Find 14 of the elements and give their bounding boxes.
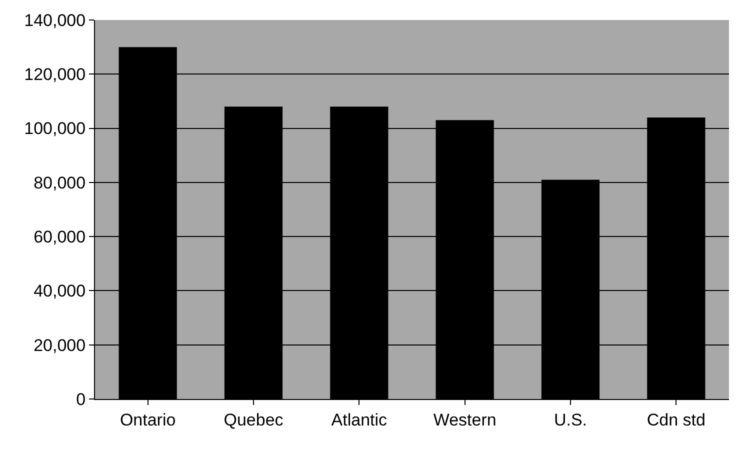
y-tick-label: 40,000: [34, 282, 86, 301]
y-tick-label: 0: [76, 390, 86, 409]
x-tick-label: Western: [433, 410, 496, 430]
y-tick-label: 20,000: [34, 336, 86, 355]
y-tick-label: 60,000: [34, 228, 86, 247]
x-tick-label: Atlantic: [331, 410, 388, 430]
x-tick-label: Ontario: [120, 410, 176, 430]
x-tick-label: Cdn std: [646, 410, 706, 430]
y-tick-label: 120,000: [24, 65, 86, 84]
x-tick-label: U.S.: [554, 410, 588, 430]
y-tick-label: 80,000: [34, 173, 86, 192]
x-tick-label: Quebec: [224, 410, 284, 430]
y-tick-label: 100,000: [24, 119, 86, 138]
y-tick-label: 140,000: [24, 10, 86, 30]
